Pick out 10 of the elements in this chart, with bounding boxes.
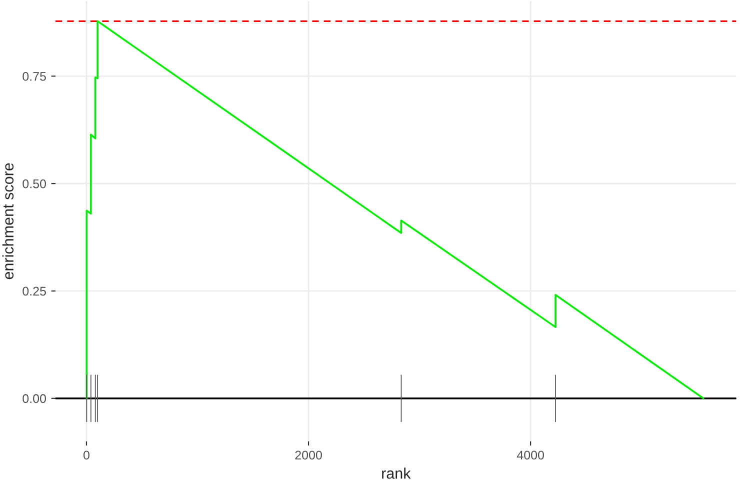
x-tick-label: 2000 <box>295 450 322 460</box>
y-tick-label: 0.75 <box>22 72 46 81</box>
x-axis-title: rank <box>382 468 411 479</box>
x-tick-label: 0 <box>83 450 90 460</box>
y-tick-label: 0.50 <box>22 179 46 188</box>
line-series <box>86 20 704 400</box>
y-axis-title: enrichment score <box>2 163 14 280</box>
y-tick-label: 0.25 <box>22 286 46 296</box>
y-tick-label: 0.00 <box>22 394 46 404</box>
x-tick-label: 4000 <box>516 450 544 460</box>
